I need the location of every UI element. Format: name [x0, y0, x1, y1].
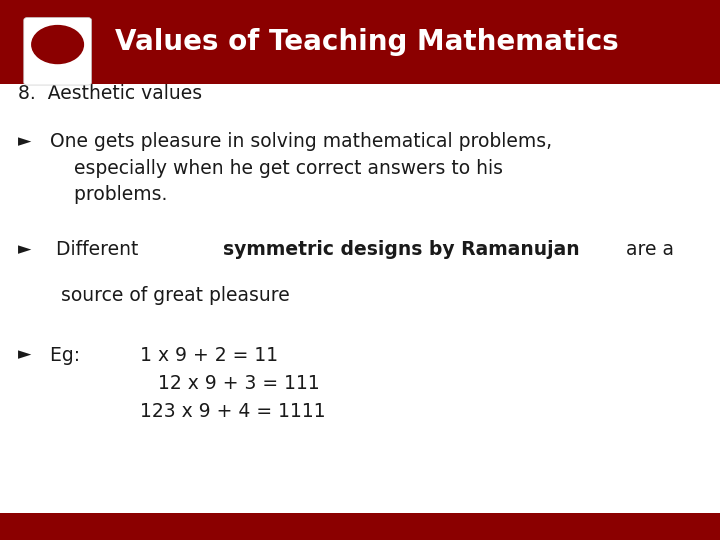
Bar	[0, 513, 720, 540]
Text: ►: ►	[18, 132, 32, 150]
FancyBboxPatch shape	[24, 17, 91, 85]
Text: symmetric designs by Ramanujan: symmetric designs by Ramanujan	[223, 240, 580, 259]
Text: Different: Different	[50, 240, 145, 259]
Text: ►: ►	[18, 240, 32, 258]
Text: 8.  Aesthetic values: 8. Aesthetic values	[18, 84, 202, 103]
Text: Eg:          1 x 9 + 2 = 11
                  12 x 9 + 3 = 111
               12: Eg: 1 x 9 + 2 = 11 12 x 9 + 3 = 111 12	[50, 346, 326, 421]
Circle shape	[30, 24, 85, 65]
Text: source of great pleasure: source of great pleasure	[61, 286, 290, 305]
Text: One gets pleasure in solving mathematical problems,
    especially when he get c: One gets pleasure in solving mathematica…	[50, 132, 552, 204]
Bar	[0, 0, 720, 84]
Text: are a: are a	[620, 240, 674, 259]
Text: ►: ►	[18, 346, 32, 363]
Text: Values of Teaching Mathematics: Values of Teaching Mathematics	[115, 28, 619, 56]
